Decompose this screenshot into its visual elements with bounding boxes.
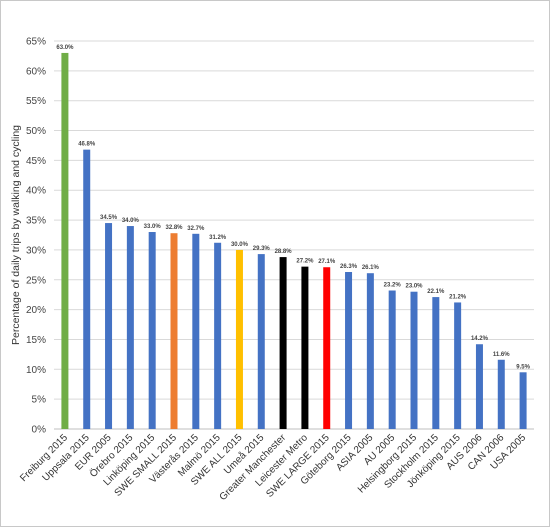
bar: [366, 273, 374, 429]
bar: [519, 372, 527, 429]
data-label: 11.6%: [493, 352, 510, 358]
data-label: 28.8%: [275, 249, 293, 255]
bar: [279, 257, 287, 429]
data-label: 29.3%: [253, 246, 271, 252]
y-tick-label: 40%: [26, 186, 46, 197]
y-tick-label: 65%: [26, 37, 46, 48]
bar: [432, 297, 440, 429]
bar: [257, 254, 265, 429]
bars: [61, 52, 527, 429]
bar: [105, 223, 113, 429]
bar: [61, 52, 69, 429]
data-label: 34.5%: [100, 215, 118, 221]
bar: [323, 267, 331, 429]
y-tick-label: 5%: [32, 395, 47, 406]
bar: [170, 233, 178, 429]
y-tick-label: 50%: [26, 126, 46, 137]
data-label: 27.2%: [296, 259, 314, 265]
data-label: 32.8%: [165, 225, 183, 231]
bar: [214, 242, 222, 429]
gridlines: [54, 40, 534, 430]
data-label: 63.0%: [56, 45, 74, 51]
bar: [83, 149, 91, 429]
y-tick-label: 10%: [26, 365, 46, 376]
y-tick-label: 25%: [26, 275, 46, 286]
bar: [235, 249, 243, 429]
data-label: 23.2%: [384, 283, 402, 289]
bar: [497, 359, 505, 429]
y-tick-label: 60%: [26, 66, 46, 77]
y-axis-title: Percentage of daily trips by walking and…: [10, 125, 22, 345]
data-label: 34.0%: [122, 218, 140, 224]
data-label: 21.2%: [449, 294, 467, 300]
data-label: 30.0%: [231, 242, 249, 248]
data-label: 23.0%: [405, 284, 423, 290]
data-label: 32.7%: [187, 226, 205, 232]
data-label: 33.0%: [144, 224, 162, 230]
y-tick-label: 55%: [26, 96, 46, 107]
bar: [148, 232, 156, 429]
data-label: 27.1%: [318, 259, 336, 265]
bar: [475, 344, 483, 429]
y-tick-label: 45%: [26, 156, 46, 167]
bar: [301, 266, 309, 429]
data-label: 14.2%: [471, 336, 489, 342]
y-tick-label: 35%: [26, 216, 46, 227]
bar: [454, 302, 462, 429]
y-tick-label: 0%: [32, 425, 47, 436]
data-labels: 63.0% 46.8% 34.5% 34.0% 33.0% 32.8% 32.7% 31.2%…: [56, 45, 530, 370]
data-label: 9.5%: [516, 364, 530, 370]
y-tick-label: 15%: [26, 335, 46, 346]
bar: [126, 226, 134, 429]
data-label: 26.1%: [362, 265, 380, 271]
data-label: 46.8%: [78, 142, 96, 148]
bar: [388, 290, 396, 429]
data-label: 22.1%: [427, 289, 445, 295]
data-label: 31.2%: [209, 235, 227, 241]
y-axis-ticks: 0% 5% 10% 15% 20% 25% 30% 35% 40% 45% 50% 55% 60% 65%: [26, 37, 46, 436]
data-label: 26.3%: [340, 264, 358, 270]
y-tick-label: 30%: [26, 245, 46, 256]
bar: [192, 233, 200, 429]
y-tick-label: 20%: [26, 305, 46, 316]
bar: [345, 272, 353, 429]
bar: [410, 291, 418, 429]
